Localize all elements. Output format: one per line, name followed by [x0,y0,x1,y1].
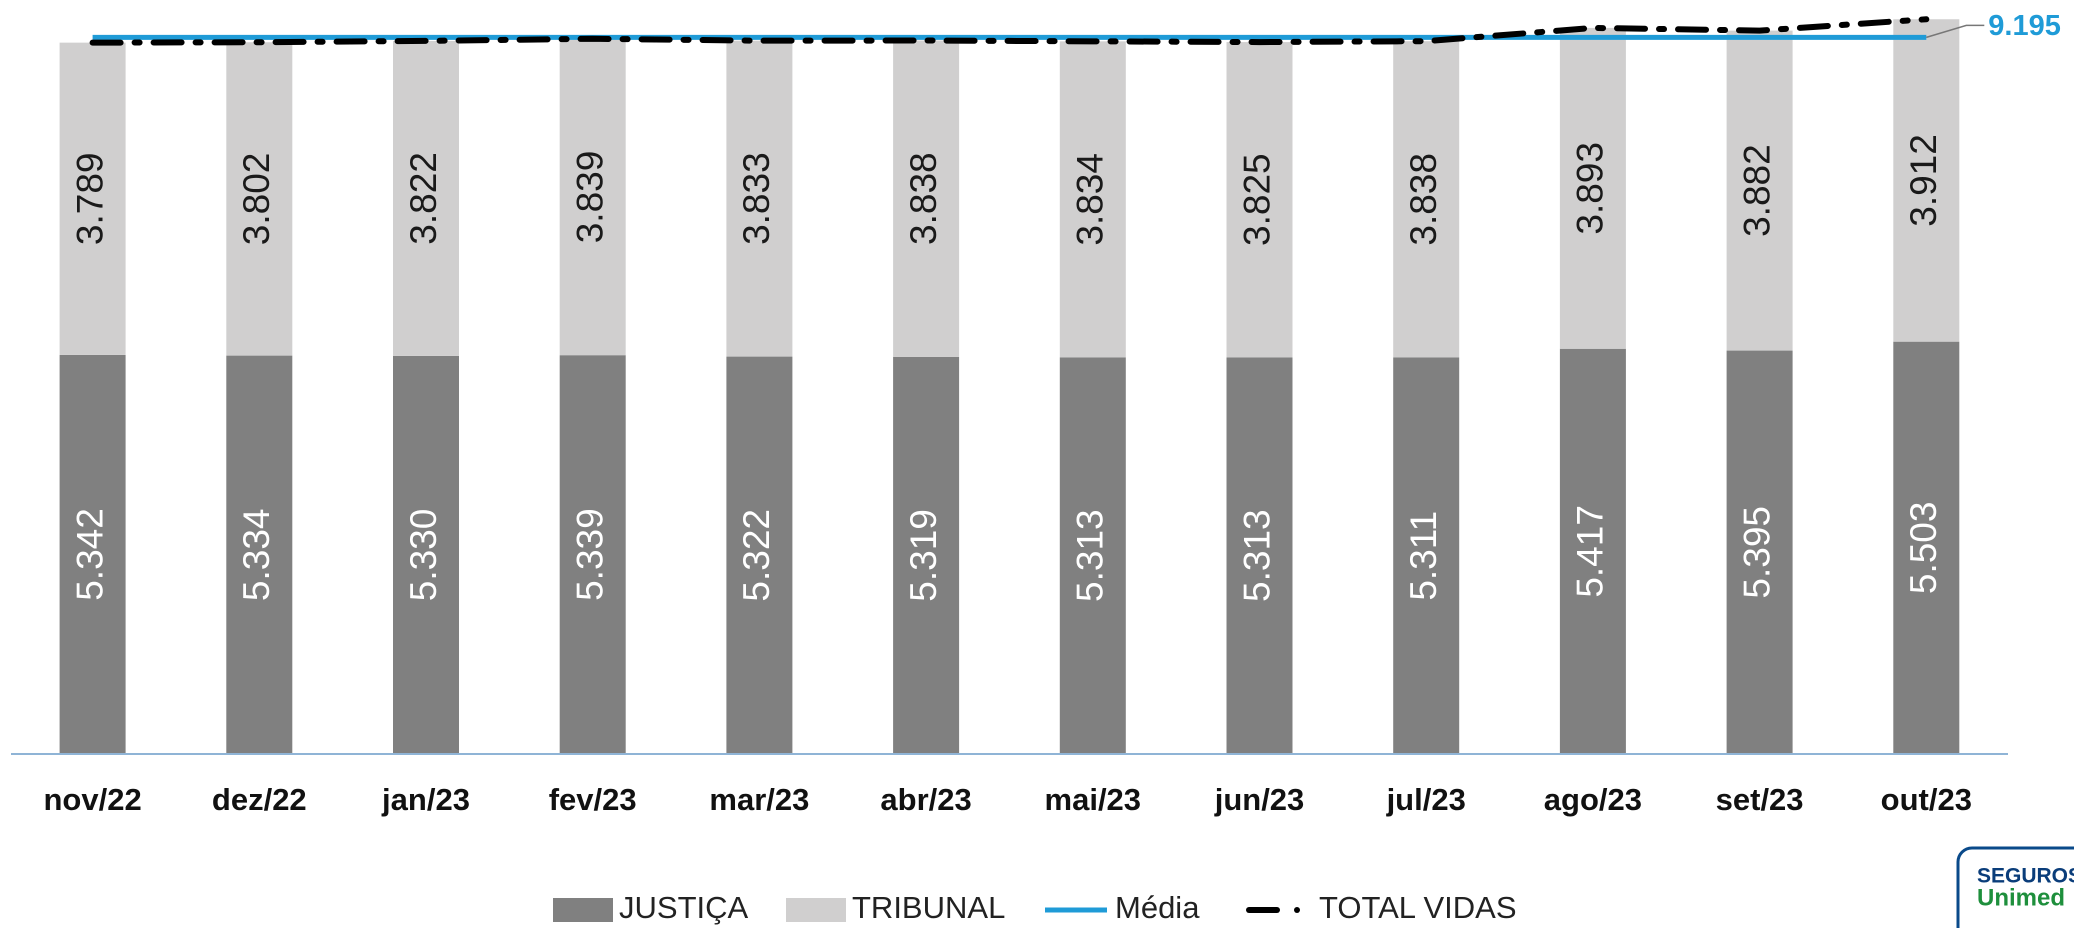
end-label: 9.195 [1988,10,2061,42]
bar-segment [893,40,960,357]
data-label: 3.822 [403,152,444,245]
x-tick-label: out/23 [1881,782,1972,817]
data-label: 3.833 [736,152,777,245]
bar-segment [1893,341,1960,754]
bar-segment [226,42,293,356]
data-label: 3.802 [236,153,277,246]
data-label: 5.342 [69,508,110,601]
data-label: 5.311 [1403,511,1444,601]
x-tick-label: nov/22 [43,782,141,817]
bar-segment [59,42,126,355]
x-tick-label: dez/22 [212,782,307,817]
data-label: 3.893 [1570,142,1611,235]
x-tick-label: abr/23 [880,782,971,817]
data-label: 3.882 [1736,144,1777,237]
data-label: 5.330 [403,509,444,602]
x-tick-label: jan/23 [381,782,470,817]
x-tick-label: set/23 [1716,782,1804,817]
line-series [89,16,1930,46]
bar-segment [1226,42,1293,358]
bar-segment [1393,357,1460,754]
bar-segment [1059,357,1126,754]
data-label: 5.319 [903,509,944,602]
data-label: 3.834 [1070,153,1111,246]
bar-segment [559,355,626,754]
x-tick-label: mai/23 [1045,782,1142,817]
bar-segment [226,355,293,754]
x-tick-label: mar/23 [709,782,809,817]
data-label: 5.322 [736,509,777,602]
data-label: 3.789 [69,152,110,245]
bar-segment [1559,27,1626,349]
data-label: 5.334 [236,508,277,601]
x-tick-label: fev/23 [549,782,637,817]
data-label: 5.339 [569,508,610,601]
legend-swatch [1294,907,1300,913]
logo-text: Unimed [1977,884,2065,911]
logo: SEGUROS Unimed [1956,846,2074,928]
bar-segment [893,356,960,754]
data-label: 5.313 [1236,509,1277,602]
bar-segment [1726,30,1793,351]
data-label: 3.825 [1236,153,1277,246]
logo-frame [1956,846,2074,928]
data-label: 3.839 [569,151,610,244]
bar-segment [1393,41,1460,358]
bar-segment [559,38,626,356]
bar-segment [1226,357,1293,754]
logo-text: SEGUROS [1977,865,2074,888]
bar-segment [393,355,459,754]
legend-label: TOTAL VIDAS [1319,890,1517,925]
bar-segment [726,40,793,357]
bar-segment [1893,19,1960,342]
data-label: 5.417 [1570,505,1611,598]
bar-segment [59,354,126,754]
legend-label: Média [1115,890,1200,925]
bar-segment [1726,350,1793,754]
bar-segment [1559,348,1626,754]
bar-segment [393,40,459,356]
data-label: 5.503 [1903,502,1944,595]
data-label: 3.912 [1903,134,1944,227]
x-tick-label: ago/23 [1544,782,1642,817]
legend-label: JUSTIÇA [619,890,749,925]
bar-segment [1059,41,1126,358]
data-label: 3.838 [903,152,944,245]
legend-swatch [786,898,846,922]
leader-line [1926,24,1985,39]
x-tick-label: jun/23 [1214,782,1305,817]
legend-swatch [553,898,613,922]
legend-label: TRIBUNAL [852,890,1005,925]
x-tick-label: jul/23 [1386,782,1466,817]
data-label: 3.838 [1403,153,1444,246]
data-label: 5.395 [1736,506,1777,599]
bar-segment [726,356,793,754]
data-label: 5.313 [1070,509,1111,602]
